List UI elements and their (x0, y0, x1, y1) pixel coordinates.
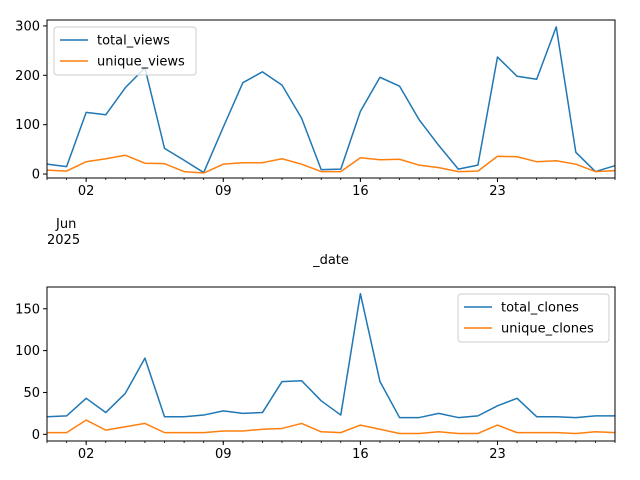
clones-x-ticks: 02 09 16 23 (46, 441, 616, 462)
x-tick-label: 23 (489, 184, 506, 199)
x-tick-label: 02 (78, 447, 95, 462)
month-label: Jun (55, 217, 76, 232)
clones-y-ticks: 0 50 100 150 (15, 302, 47, 443)
y-tick-label: 200 (15, 69, 40, 84)
y-tick-label: 300 (15, 19, 40, 34)
x-tick-label: 09 (215, 447, 232, 462)
legend-label-total_clones: total_clones (501, 301, 579, 316)
year-label: 2025 (47, 233, 80, 248)
legend-label-unique_clones: unique_clones (501, 322, 594, 337)
clones-chart: 0 50 100 150 02 09 16 23 total_clones unique_cl… (15, 286, 616, 462)
y-tick-label: 100 (15, 118, 40, 133)
clones-series-layer (46, 292, 616, 435)
y-tick-label: 0 (32, 428, 40, 443)
views-axes-frame (46, 19, 616, 179)
x-tick-label: 16 (352, 184, 369, 199)
x-tick-label: 16 (352, 447, 369, 462)
y-tick-label: 50 (23, 386, 40, 401)
x-tick-label: 09 (215, 184, 232, 199)
x-tick-label: 02 (78, 184, 95, 199)
series-line-unique_views (46, 154, 616, 174)
y-tick-label: 100 (15, 344, 40, 359)
clones-axes-frame (46, 286, 616, 442)
legend-box (53, 26, 197, 76)
views-chart: 0 100 200 300 02 09 16 23 Jun 2025 _date total… (15, 19, 616, 268)
series-line-unique_clones (47, 419, 616, 435)
y-tick-label: 0 (32, 168, 40, 183)
series-line-total_clones (46, 292, 615, 419)
clones-legend: total_clones unique_clones (457, 293, 610, 343)
views-legend: total_views unique_views (53, 26, 197, 76)
x-axis-label: _date (312, 253, 349, 268)
legend-label-unique_views: unique_views (97, 55, 185, 70)
views-y-ticks: 0 100 200 300 (15, 19, 47, 183)
y-tick-label: 150 (15, 302, 40, 317)
legend-box (457, 293, 610, 343)
views-x-ticks: 02 09 16 23 (46, 178, 616, 199)
legend-label-total_views: total_views (97, 34, 170, 49)
x-tick-label: 23 (489, 447, 506, 462)
